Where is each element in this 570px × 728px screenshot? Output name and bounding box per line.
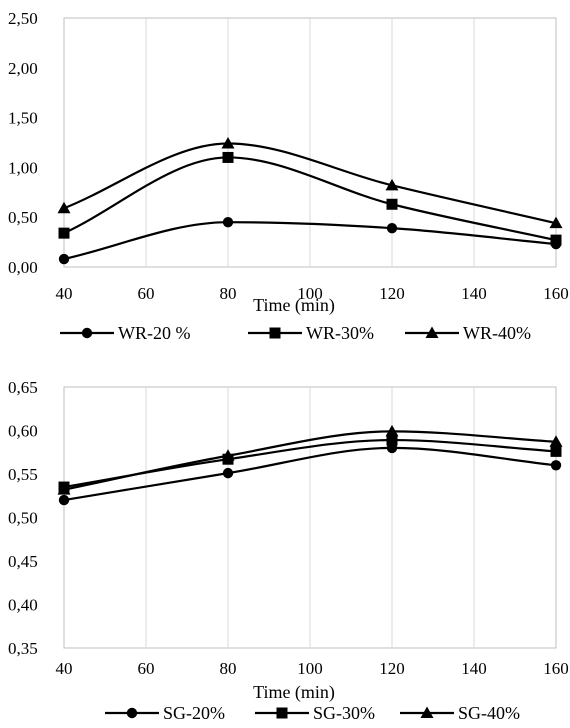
y-tick-label: 1,50 bbox=[8, 109, 38, 128]
series-group bbox=[57, 136, 563, 265]
y-tick-label: 1,00 bbox=[8, 158, 38, 177]
data-point bbox=[222, 151, 234, 163]
legend-marker bbox=[420, 706, 434, 718]
x-tick-label: 160 bbox=[543, 284, 569, 303]
y-tick-label: 0,55 bbox=[8, 465, 38, 484]
x-tick-label: 140 bbox=[461, 284, 487, 303]
data-point bbox=[57, 201, 71, 214]
legend-label: WR-20 % bbox=[118, 323, 190, 343]
x-tick-label: 100 bbox=[297, 659, 323, 678]
data-point bbox=[550, 234, 562, 246]
data-point bbox=[385, 424, 399, 437]
data-point bbox=[58, 494, 70, 506]
chart-wr: 0,00 0,50 1,00 1,50 2,00 2,50 40 60 80 100 120 140… bbox=[8, 9, 569, 343]
x-tick-label: 40 bbox=[56, 659, 73, 678]
data-point bbox=[222, 467, 234, 479]
x-axis-title: Time (min) bbox=[253, 295, 335, 316]
legend-label: SG-30% bbox=[313, 703, 375, 723]
x-tick-label: 100 bbox=[297, 284, 323, 303]
legend-label: SG-40% bbox=[458, 703, 520, 723]
data-point bbox=[550, 460, 562, 471]
data-point bbox=[58, 227, 70, 239]
legend-entry: SG-30% bbox=[255, 703, 375, 723]
y-tick-label: 2,50 bbox=[8, 9, 38, 28]
x-tick-labels: 40 60 80 100 120 140 160 bbox=[56, 284, 569, 303]
data-point bbox=[57, 483, 71, 495]
legend-entry: WR-20 % bbox=[60, 323, 190, 343]
series-line bbox=[63, 142, 557, 225]
legend: WR-20 % WR-30% WR-40% bbox=[60, 323, 531, 343]
y-tick-label: 0,00 bbox=[8, 258, 38, 277]
data-point bbox=[386, 198, 398, 210]
y-tick-label: 0,35 bbox=[8, 639, 38, 658]
y-tick-labels: 0,35 0,40 0,45 0,50 0,55 0,60 0,65 bbox=[8, 378, 38, 658]
chart-sg: 0,35 0,40 0,45 0,50 0,55 0,60 0,65 40 60 80 100 12… bbox=[8, 378, 569, 723]
legend-entry: WR-30% bbox=[248, 323, 374, 343]
data-point bbox=[222, 216, 234, 228]
x-tick-label: 120 bbox=[379, 659, 405, 678]
data-point bbox=[386, 222, 398, 234]
x-tick-label: 80 bbox=[220, 659, 237, 678]
legend-marker bbox=[276, 707, 288, 719]
y-tick-label: 0,60 bbox=[8, 422, 38, 441]
data-point bbox=[221, 136, 235, 149]
x-tick-label: 60 bbox=[138, 284, 155, 303]
legend-label: SG-20% bbox=[163, 703, 225, 723]
legend-entry: SG-40% bbox=[400, 703, 520, 723]
gridlines bbox=[145, 18, 475, 267]
series-sg-20 bbox=[58, 442, 562, 506]
x-tick-label: 120 bbox=[379, 284, 405, 303]
legend-label: WR-30% bbox=[306, 323, 374, 343]
y-tick-label: 0,50 bbox=[8, 208, 38, 227]
x-tick-label: 40 bbox=[56, 284, 73, 303]
legend: SG-20% SG-30% SG-40% bbox=[105, 703, 520, 723]
series-wr-30 bbox=[58, 151, 562, 246]
x-axis-title: Time (min) bbox=[253, 682, 335, 703]
y-tick-label: 0,45 bbox=[8, 552, 38, 571]
series-line bbox=[63, 156, 557, 242]
data-point bbox=[550, 445, 562, 457]
y-tick-labels: 0,00 0,50 1,00 1,50 2,00 2,50 bbox=[8, 9, 38, 277]
series-line bbox=[63, 446, 557, 502]
legend-entry: SG-20% bbox=[105, 703, 225, 723]
data-point bbox=[549, 435, 563, 447]
gridlines bbox=[145, 387, 475, 648]
x-tick-labels: 40 60 80 100 120 140 160 bbox=[56, 659, 569, 678]
x-tick-label: 60 bbox=[138, 659, 155, 678]
legend-marker bbox=[269, 327, 281, 339]
y-tick-label: 0,65 bbox=[8, 378, 38, 397]
x-tick-label: 140 bbox=[461, 659, 487, 678]
data-point bbox=[58, 253, 70, 265]
series-sg-40 bbox=[57, 424, 563, 495]
y-tick-label: 2,00 bbox=[8, 59, 38, 78]
y-tick-label: 0,40 bbox=[8, 596, 38, 615]
data-point bbox=[221, 449, 235, 461]
legend-label: WR-40% bbox=[463, 323, 531, 343]
legend-entry: WR-40% bbox=[405, 323, 531, 343]
series-line bbox=[63, 221, 557, 261]
data-point bbox=[386, 434, 398, 446]
x-tick-label: 160 bbox=[543, 659, 569, 678]
x-tick-label: 80 bbox=[220, 284, 237, 303]
series-line bbox=[63, 430, 557, 491]
series-wr-40 bbox=[57, 136, 563, 229]
series-group bbox=[57, 424, 563, 506]
y-tick-label: 0,50 bbox=[8, 509, 38, 528]
data-point bbox=[549, 216, 563, 229]
legend-marker bbox=[126, 707, 138, 719]
legend-marker bbox=[425, 326, 439, 338]
data-point bbox=[385, 178, 399, 191]
legend-marker bbox=[81, 327, 93, 339]
